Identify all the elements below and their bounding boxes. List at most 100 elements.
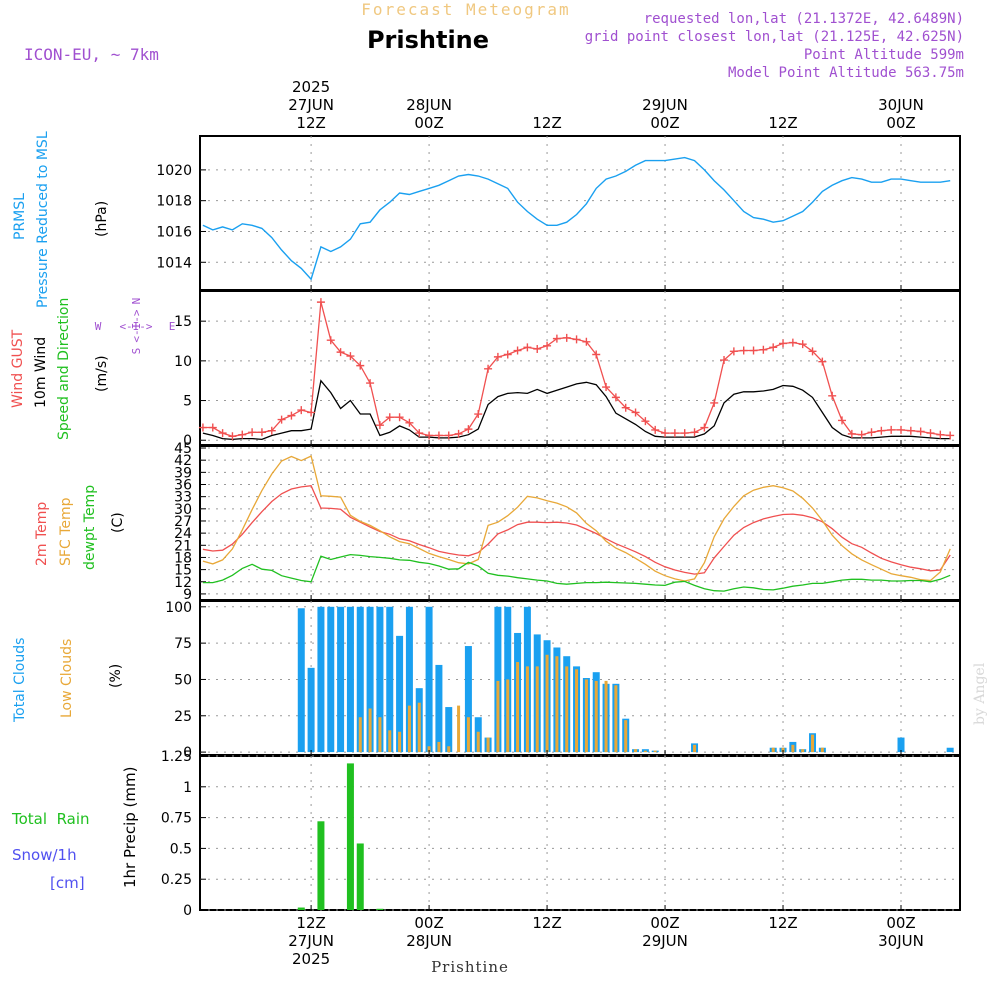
footer-location: Prishtine: [431, 958, 509, 976]
low-cloud-bar: [604, 680, 608, 753]
gust-point: [444, 431, 453, 440]
total-cloud-bar: [317, 606, 325, 753]
low-cloud-bar: [398, 731, 402, 753]
precip-ytick-label: 0: [183, 903, 192, 919]
low-clouds-label: Low Clouds: [59, 639, 75, 718]
temperature-ytick-label: 33: [174, 490, 192, 506]
rain-bar: [297, 907, 305, 910]
bottom-time-label: 30JUN: [878, 932, 924, 950]
wind-ytick-label: 10: [174, 354, 192, 370]
low-cloud-bar: [584, 679, 588, 753]
gust-point: [425, 431, 434, 440]
gust-point: [700, 423, 709, 432]
wind-dir-label: Speed and Direction: [56, 298, 72, 440]
low-cloud-bar: [614, 685, 618, 753]
gust-point: [739, 346, 748, 355]
gust-point: [533, 344, 542, 353]
clouds-ytick-label: 0: [183, 745, 192, 761]
gust-point: [769, 343, 778, 352]
bottom-time-label: 28JUN: [406, 932, 452, 950]
gust-point: [336, 348, 345, 357]
gust-point: [228, 432, 237, 441]
bottom-time-label: 29JUN: [642, 932, 688, 950]
precip-axis-label: 1hr Precip (mm): [121, 767, 139, 888]
low-cloud-bar: [693, 744, 697, 753]
gust-point: [788, 338, 797, 347]
gust-point: [621, 403, 630, 412]
temperature-ytick-label: 18: [174, 550, 192, 566]
precip-ytick-label: 0.75: [161, 811, 192, 827]
temp-2m-label: 2m Temp: [34, 502, 50, 566]
temperature-ytick-label: 24: [174, 526, 192, 542]
low-cloud-bar: [634, 749, 638, 753]
low-cloud-bar: [594, 680, 598, 753]
gust-point: [936, 430, 945, 439]
gust-point: [779, 339, 788, 348]
gust-point: [710, 398, 719, 407]
top-time-label: 12Z: [296, 114, 325, 132]
total-cloud-bar: [356, 606, 364, 753]
gust-point: [808, 347, 817, 356]
gust-point: [897, 425, 906, 434]
cloud-unit: (%): [108, 664, 124, 688]
gust-point: [602, 383, 611, 392]
temp-sfc-label: SFC Temp: [58, 497, 74, 566]
wind-ytick-label: 0: [183, 433, 192, 449]
low-cloud-bar: [525, 666, 529, 753]
rain-bar: [317, 821, 325, 910]
temperature-ytick-label: 30: [174, 502, 192, 518]
prmsl-ytick-label: 1020: [156, 163, 192, 179]
total-cloud-bar: [346, 606, 354, 753]
wind-10m-label: 10m Wind: [33, 337, 49, 408]
low-cloud-bar: [653, 750, 657, 753]
precip-frame: [199, 755, 961, 911]
prmsl-unit: (hPa): [94, 201, 110, 237]
bottom-time-label: 00Z: [650, 914, 679, 932]
gust-point: [847, 429, 856, 438]
prmsl-sublabel: Pressure Reduced to MSL: [35, 131, 51, 308]
bottom-time-label: 00Z: [886, 914, 915, 932]
gust-point: [729, 347, 738, 356]
total-cloud-bar: [327, 606, 335, 753]
gust-point: [857, 430, 866, 439]
top-time-label: 29JUN: [642, 96, 688, 114]
gust-point: [503, 350, 512, 359]
precip-ytick-label: 1: [183, 780, 192, 796]
gust-point: [307, 408, 316, 417]
low-cloud-bar: [388, 730, 392, 753]
gust-point: [572, 335, 581, 344]
panel-precip: 0 0.25 0.5 0.75 1 1.25: [161, 749, 961, 919]
gust-point: [484, 364, 493, 373]
clouds-ytick-label: 50: [174, 672, 192, 688]
low-cloud-bar: [417, 702, 421, 753]
gust-point: [346, 352, 355, 361]
prmsl-frame: [199, 135, 961, 291]
low-cloud-bar: [447, 746, 451, 753]
gust-point: [749, 346, 758, 355]
low-cloud-bar: [407, 705, 411, 753]
bottom-time-label: 27JUN: [288, 932, 334, 950]
location-title: Prishtine: [367, 26, 489, 54]
gust-point: [641, 417, 650, 426]
total-cloud-bar: [307, 667, 315, 753]
gust-point: [297, 406, 306, 415]
panel-clouds: 0 25 50 75 100: [165, 600, 961, 761]
gust-point: [277, 415, 286, 424]
gust-point: [828, 391, 837, 400]
low-cloud-bar: [466, 717, 470, 753]
gust-point: [562, 333, 571, 342]
prmsl-line: [202, 156, 951, 281]
gust-point: [759, 345, 768, 354]
temperature-ytick-label: 9: [183, 587, 192, 603]
low-cloud-bar: [811, 734, 815, 753]
gust-point: [877, 426, 886, 435]
total-cloud-bar: [366, 606, 374, 753]
temp-2m-line: [202, 484, 951, 575]
low-cloud-bar: [624, 720, 628, 753]
temperature-ytick-label: 15: [174, 563, 192, 579]
model-altitude: Model Point Altitude 563.75m: [728, 65, 964, 81]
low-cloud-bar: [437, 741, 441, 753]
temperature-ytick-label: 42: [174, 453, 192, 469]
low-cloud-bar: [643, 750, 647, 753]
total-cloud-bar: [425, 606, 433, 753]
